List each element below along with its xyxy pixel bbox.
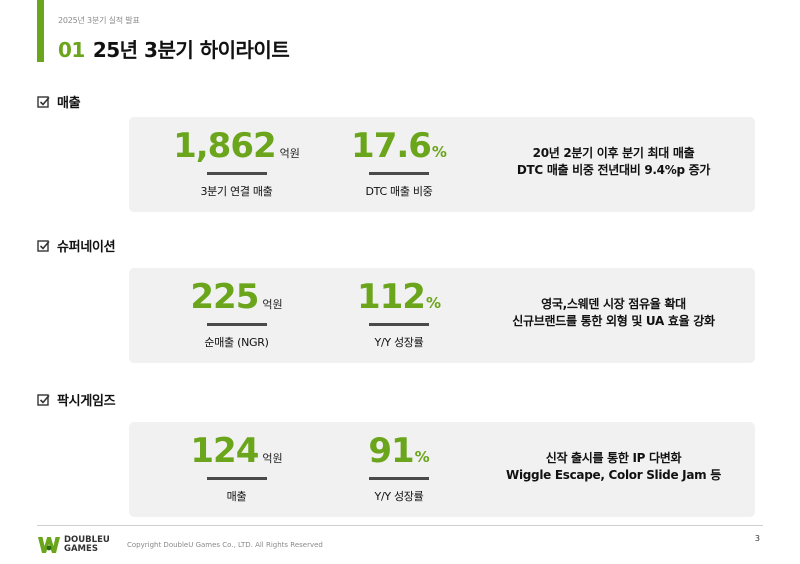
highlight-description: 20년 2분기 이후 분기 최대 매출 DTC 매출 비중 전년대비 9.4%p… bbox=[481, 145, 746, 179]
title-text: 25년 3분기 하이라이트 bbox=[92, 38, 290, 62]
section-heading-supernation: 슈퍼네이션 bbox=[37, 236, 116, 255]
metric-unit: 억원 bbox=[262, 452, 283, 465]
metric-unit: % bbox=[414, 448, 430, 466]
highlight-card-paxie-games: 124 억원 매출 91% Y/Y 성장률 신작 출시를 통한 IP 다변화 Wi… bbox=[129, 422, 755, 517]
metric-ngr: 225 억원 순매출 (NGR) bbox=[164, 268, 309, 363]
metric-label: 순매출 (NGR) bbox=[204, 336, 269, 349]
title-accent-bar bbox=[37, 0, 44, 62]
metric-underline bbox=[206, 477, 267, 480]
metric-value: 112 bbox=[356, 277, 426, 317]
description-line: Wiggle Escape, Color Slide Jam 등 bbox=[506, 468, 721, 482]
deck-label: 2025년 3분기 실적 발표 bbox=[58, 16, 140, 25]
metric-value: 225 bbox=[190, 277, 259, 317]
company-logo: DOUBLEU GAMES bbox=[37, 535, 110, 555]
highlight-description: 신작 출시를 통한 IP 다변화 Wiggle Escape, Color Sl… bbox=[481, 450, 746, 484]
checkbox-checked-icon bbox=[37, 240, 50, 252]
metric-label: Y/Y 성장률 bbox=[374, 490, 424, 503]
checkbox-checked-icon bbox=[37, 96, 50, 108]
metric-growth: 112% Y/Y 성장률 bbox=[334, 268, 464, 363]
metric-label: 3분기 연결 매출 bbox=[200, 185, 273, 198]
metric-underline bbox=[206, 323, 267, 326]
metric-underline bbox=[206, 172, 267, 175]
metric-revenue: 1,862 억원 3분기 연결 매출 bbox=[164, 117, 309, 212]
doubleu-logo-icon bbox=[38, 537, 60, 553]
highlight-description: 영국,스웨덴 시장 점유율 확대 신규브랜드를 통한 외형 및 UA 효율 강화 bbox=[481, 296, 746, 330]
logo-line: GAMES bbox=[64, 544, 98, 554]
copyright-text: Copyright DoubleU Games Co., LTD. All Ri… bbox=[127, 541, 323, 549]
metric-growth: 91% Y/Y 성장률 bbox=[334, 422, 464, 517]
description-line: 20년 2분기 이후 분기 최대 매출 bbox=[532, 146, 695, 160]
metric-revenue: 124 억원 매출 bbox=[164, 422, 309, 517]
section-title: 매출 bbox=[57, 96, 81, 111]
metric-underline bbox=[369, 323, 429, 326]
metric-underline bbox=[369, 172, 429, 175]
page-number: 3 bbox=[754, 534, 760, 543]
metric-label: 매출 bbox=[226, 490, 247, 503]
section-title: 팍시게임즈 bbox=[57, 394, 116, 409]
metric-value: 124 bbox=[190, 431, 259, 471]
metric-value: 17.6 bbox=[351, 126, 432, 166]
metric-label: DTC 매출 비중 bbox=[365, 185, 433, 198]
highlight-card-revenue: 1,862 억원 3분기 연결 매출 17.6% DTC 매출 비중 20년 2분… bbox=[129, 117, 755, 212]
footer-divider bbox=[37, 525, 763, 526]
page-title: 01 25년 3분기 하이라이트 bbox=[58, 34, 290, 63]
metric-underline bbox=[369, 477, 429, 480]
title-number: 01 bbox=[58, 38, 85, 62]
description-line: 영국,스웨덴 시장 점유율 확대 bbox=[541, 297, 686, 311]
metric-value: 1,862 bbox=[173, 126, 277, 166]
highlight-card-supernation: 225 억원 순매출 (NGR) 112% Y/Y 성장률 영국,스웨덴 시장 점… bbox=[129, 268, 755, 363]
checkbox-checked-icon bbox=[37, 394, 50, 406]
description-line: 신작 출시를 통한 IP 다변화 bbox=[545, 451, 682, 465]
metric-value: 91 bbox=[368, 431, 414, 471]
metric-unit: 억원 bbox=[262, 298, 283, 311]
logo-line: DOUBLEU bbox=[64, 535, 110, 545]
metric-label: Y/Y 성장률 bbox=[374, 336, 424, 349]
section-heading-paxie-games: 팍시게임즈 bbox=[37, 390, 116, 409]
description-line: 신규브랜드를 통한 외형 및 UA 효율 강화 bbox=[512, 314, 715, 328]
metric-dtc-share: 17.6% DTC 매출 비중 bbox=[334, 117, 464, 212]
description-line: DTC 매출 비중 전년대비 9.4%p 증가 bbox=[516, 163, 711, 177]
section-title: 슈퍼네이션 bbox=[57, 240, 116, 255]
metric-unit: % bbox=[425, 294, 441, 312]
metric-unit: % bbox=[431, 143, 447, 161]
section-heading-revenue: 매출 bbox=[37, 92, 81, 111]
metric-unit: 억원 bbox=[279, 147, 300, 160]
